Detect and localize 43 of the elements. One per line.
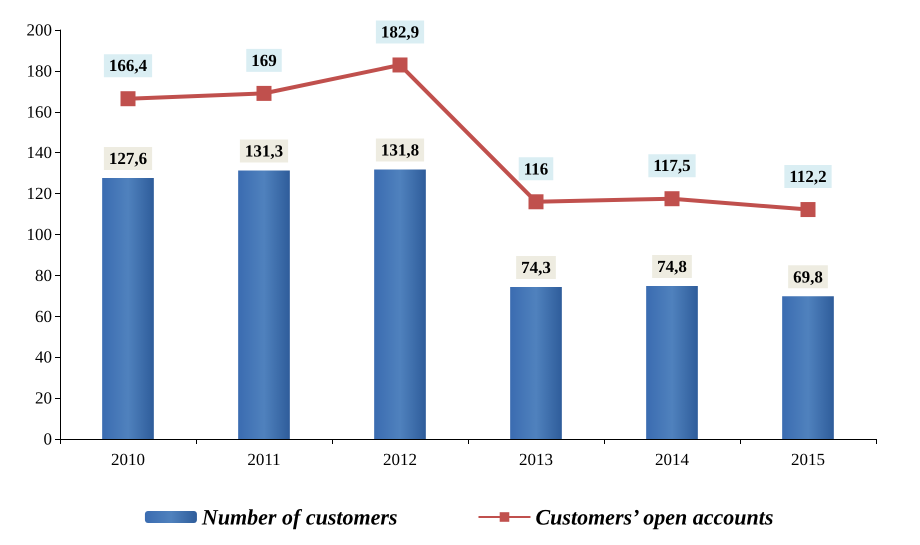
data-label: 166,4	[108, 56, 148, 76]
bar	[646, 286, 698, 439]
y-tick-label: 100	[26, 225, 52, 244]
data-label: 182,9	[380, 22, 420, 42]
data-label: 112,2	[789, 167, 827, 186]
point	[800, 202, 816, 218]
legend-label: Number of customers	[200, 504, 398, 530]
data-label: 131,3	[244, 141, 284, 160]
y-tick-label: 180	[26, 61, 52, 80]
data-label: 74,3	[521, 258, 551, 278]
x-tick-label: 2012	[383, 450, 417, 469]
y-tick-label: 60	[35, 306, 52, 326]
data-label: 169	[251, 50, 277, 70]
bar	[782, 296, 834, 439]
y-tick-label: 80	[35, 266, 52, 285]
point	[664, 191, 680, 206]
legend-label: Customers’ open accounts	[535, 504, 774, 530]
data-label: 117,5	[653, 156, 691, 176]
y-tick-label: 20	[35, 388, 52, 408]
x-tick-label: 2010	[111, 450, 145, 469]
x-tick-label: 2014	[655, 450, 690, 469]
x-tick-label: 2011	[247, 450, 281, 469]
data-label: 74,8	[657, 257, 687, 276]
bar	[510, 287, 562, 439]
data-label: 69,8	[793, 267, 823, 286]
y-tick-label: 140	[26, 143, 52, 162]
point	[120, 91, 136, 106]
point	[528, 194, 544, 210]
point	[392, 57, 408, 72]
bar	[374, 169, 426, 439]
y-tick-label: 120	[26, 184, 52, 204]
bar	[102, 178, 154, 439]
bar	[238, 170, 290, 439]
point	[256, 86, 272, 101]
x-tick-label: 2013	[519, 450, 553, 469]
y-tick-label: 0	[44, 430, 52, 448]
y-tick-label: 40	[35, 348, 52, 367]
y-tick-label: 200	[26, 20, 52, 40]
data-label: 116	[524, 159, 548, 178]
x-tick-label: 2015	[791, 450, 825, 469]
y-tick-label: 160	[26, 102, 52, 122]
data-label: 127,6	[108, 149, 148, 168]
data-label: 131,8	[380, 140, 420, 160]
